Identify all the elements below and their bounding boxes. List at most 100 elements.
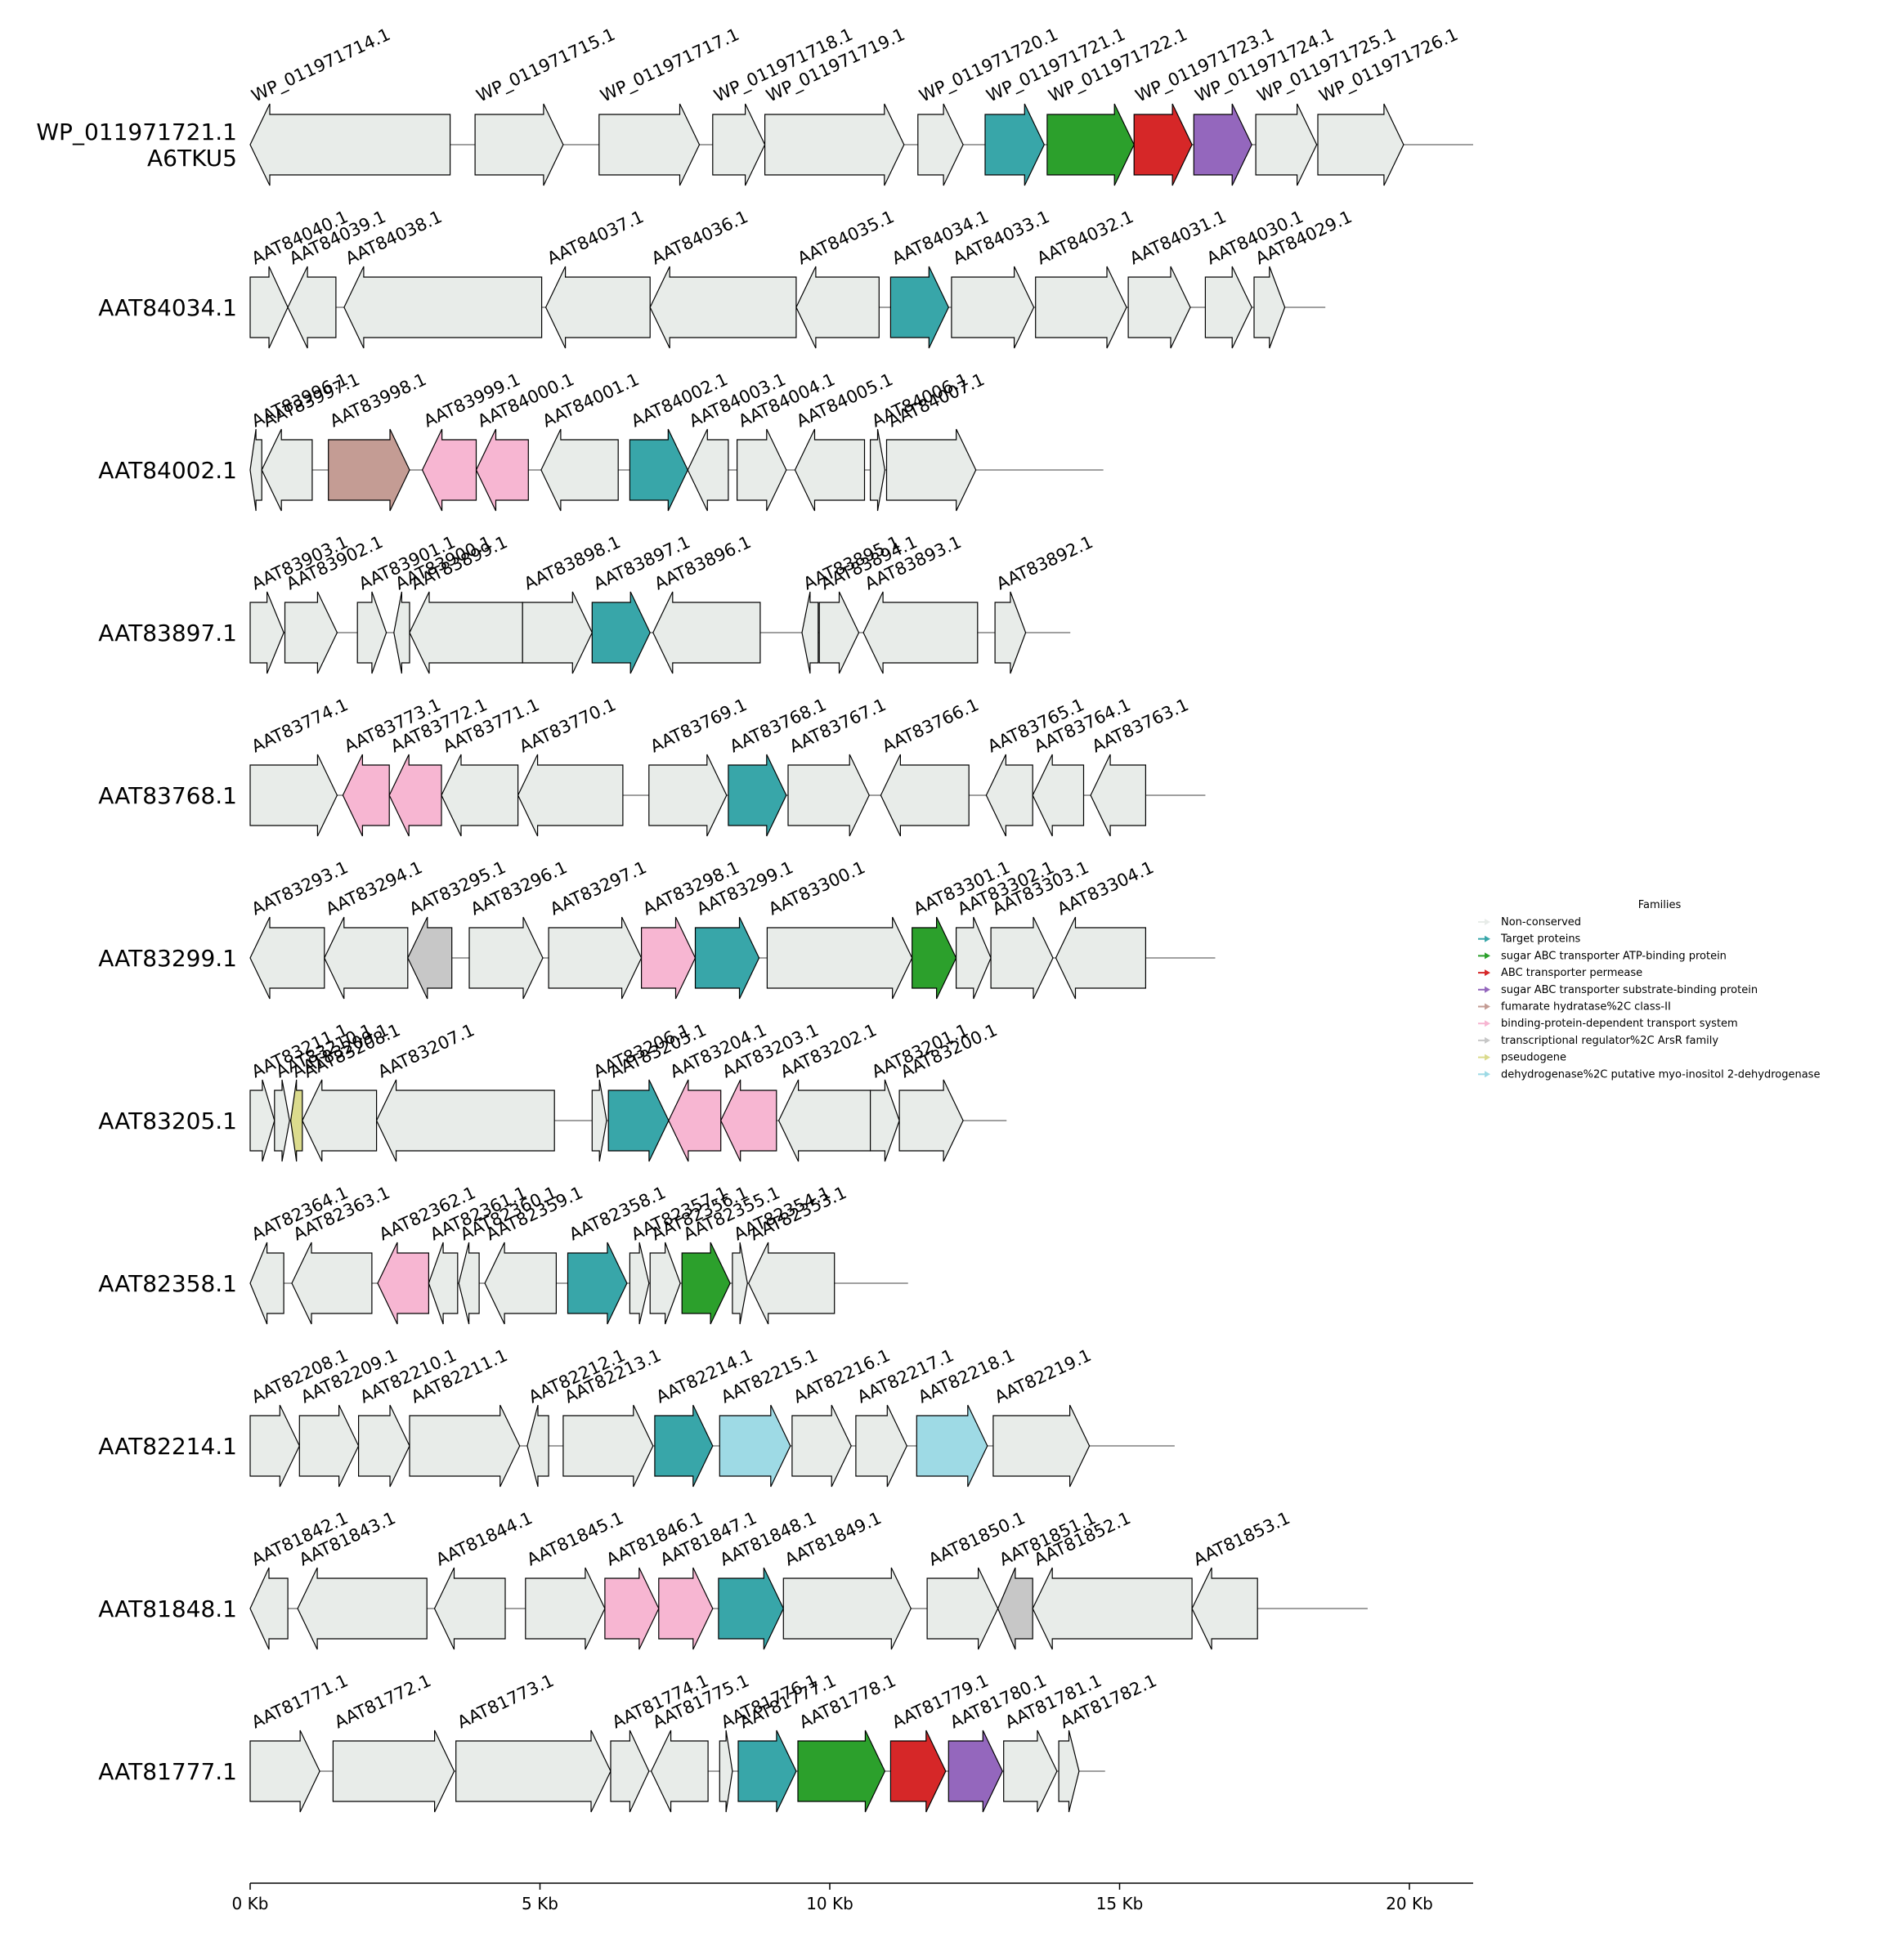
gene-arrow-aat83767-1 [787, 754, 870, 837]
legend-swatch-arrow [1485, 1020, 1490, 1027]
gene-arrow-aat84032-1 [1035, 266, 1127, 349]
track-label: AAT82214.1 [98, 1433, 237, 1460]
gene-arrow-aat82215-1 [719, 1404, 791, 1488]
gene-arrow-aat82212-1 [526, 1404, 549, 1488]
gene-arrow-aat83769-1 [648, 754, 728, 837]
gene-arrow-aat81849-1 [782, 1567, 912, 1650]
axis-tick-label: 15 Kb [1096, 1894, 1144, 1913]
gene-arrow-aat82363-1 [291, 1242, 373, 1325]
gene-arrow-aat83902-1 [284, 591, 338, 674]
gene-arrow-aat81848-1 [718, 1567, 784, 1650]
legend-item-abc-transporter-permease: ABC transporter permease [1478, 967, 1642, 979]
legend-item-sugar-abc-transporter-atp-binding-protein: sugar ABC transporter ATP-binding protei… [1478, 950, 1727, 962]
gene-arrow-aat81853-1 [1191, 1567, 1258, 1650]
gene-arrow-aat83295-1 [407, 916, 453, 1000]
gene-arrow-aat84000-1 [475, 428, 529, 512]
gene-arrow-aat83201-1 [869, 1079, 900, 1162]
gene-arrow-aat82362-1 [377, 1242, 430, 1325]
track-label: AAT83205.1 [98, 1108, 237, 1134]
legend-label: transcriptional regulator%2C ArsR family [1501, 1035, 1718, 1047]
gene-arrow-aat81842-1 [249, 1567, 289, 1650]
gene-label: AAT81844.1 [432, 1508, 535, 1570]
gene-arrow-aat84007-1 [885, 428, 977, 512]
gene-arrow-aat81777-1 [737, 1730, 797, 1813]
gene-arrow-aat81773-1 [455, 1730, 612, 1813]
gene-arrow-aat82210-1 [358, 1404, 410, 1488]
gene-label: WP_011971714.1 [249, 25, 394, 107]
gene-arrow-aat83894-1 [818, 591, 860, 674]
gene-arrow-aat83997-1 [261, 428, 313, 512]
gene-arrow-aat83296-1 [468, 916, 544, 1000]
legend-swatch-arrow [1485, 952, 1490, 960]
track-label: AAT82358.1 [98, 1270, 237, 1297]
gene-arrow-aat81847-1 [658, 1567, 714, 1650]
gene-arrow-aat83207-1 [375, 1079, 555, 1162]
track-label: AAT81848.1 [98, 1595, 237, 1622]
legend-label: Target proteins [1500, 933, 1581, 946]
gene-arrow-aat81771-1 [249, 1730, 320, 1813]
gene-arrow-aat83896-1 [652, 591, 761, 674]
gene-arrow-aat83774-1 [249, 754, 338, 837]
gene-arrow-aat81844-1 [433, 1567, 506, 1650]
gene-arrow-aat83209-1 [289, 1079, 303, 1162]
legend-label: fumarate hydratase%2C class-II [1501, 1001, 1671, 1014]
gene-arrow-aat83206-1 [591, 1079, 607, 1162]
gene-arrow-aat83772-1 [388, 754, 442, 837]
gene-arrow-aat83210-1 [274, 1079, 290, 1162]
gene-arrow-wp-011971717-1 [598, 103, 701, 186]
gene-arrow-aat82216-1 [791, 1404, 852, 1488]
legend-label: dehydrogenase%2C putative myo-inositol 2… [1501, 1068, 1820, 1081]
gene-arrow-aat82219-1 [992, 1404, 1091, 1488]
gene-arrow-aat83763-1 [1090, 754, 1147, 837]
gene-arrow-aat84005-1 [794, 428, 866, 512]
legend-item-sugar-abc-transporter-substrate-binding-protein: sugar ABC transporter substrate-binding … [1478, 984, 1758, 996]
gene-arrow-aat83892-1 [994, 591, 1027, 674]
legend-label: sugar ABC transporter ATP-binding protei… [1501, 950, 1727, 962]
gene-arrow-aat83294-1 [324, 916, 409, 1000]
gene-label: AAT84035.1 [795, 207, 898, 269]
gene-arrow-aat83773-1 [342, 754, 390, 837]
gene-arrow-aat84040-1 [249, 266, 289, 349]
gene-arrow-aat82217-1 [855, 1404, 907, 1488]
gene-arrow-aat83895-1 [801, 591, 819, 674]
axis-tick-label: 10 Kb [806, 1894, 853, 1913]
gene-arrow-aat81780-1 [948, 1730, 1003, 1813]
legend-label: sugar ABC transporter substrate-binding … [1501, 984, 1758, 996]
gene-arrow-wp-011971725-1 [1255, 103, 1318, 186]
gene-arrow-aat83298-1 [640, 916, 697, 1000]
gene-label: WP_011971715.1 [473, 25, 619, 107]
track-aat82214-1: AAT82214.1AAT82208.1AAT82209.1AAT82210.1… [98, 1345, 1175, 1488]
gene-arrow-wp-011971723-1 [1133, 103, 1193, 186]
gene-arrow-aat84029-1 [1253, 266, 1286, 349]
gene-arrow-aat83299-1 [694, 916, 760, 1000]
gene-label: AAT84037.1 [544, 207, 647, 269]
gene-arrow-aat83899-1 [409, 591, 523, 674]
legend-item-fumarate-hydratase-class-ii: fumarate hydratase%2C class-II [1478, 1001, 1671, 1014]
gene-arrow-wp-011971714-1 [249, 103, 451, 186]
legend-swatch-arrow [1485, 969, 1490, 977]
gene-arrow-aat81782-1 [1058, 1730, 1080, 1813]
gene-arrow-aat81852-1 [1032, 1567, 1193, 1650]
gene-arrow-aat83766-1 [880, 754, 970, 837]
track-label: A6TKU5 [147, 145, 237, 172]
gene-arrow-aat83208-1 [302, 1079, 378, 1162]
gene-arrow-aat82359-1 [484, 1242, 558, 1325]
gene-arrow-aat83211-1 [249, 1079, 276, 1162]
gene-label: AAT84036.1 [648, 207, 751, 269]
gene-arrow-aat83205-1 [607, 1079, 670, 1162]
gene-arrow-aat81850-1 [926, 1567, 999, 1650]
track-aat84034-1: AAT84034.1AAT84040.1AAT84039.1AAT84038.1… [98, 207, 1355, 349]
gene-arrow-aat83304-1 [1055, 916, 1147, 1000]
gene-arrow-aat84006-1 [869, 428, 886, 512]
gene-arrow-aat81778-1 [797, 1730, 886, 1813]
gene-label: AAT83892.1 [993, 532, 1096, 594]
gene-arrow-aat84004-1 [736, 428, 787, 512]
legend-item-transcriptional-regulator-arsr-family: transcriptional regulator%2C ArsR family [1478, 1035, 1718, 1047]
legend-swatch-arrow [1485, 986, 1490, 993]
track-label: AAT83299.1 [98, 945, 237, 972]
legend-swatch-arrow [1485, 935, 1490, 942]
gene-arrow-aat82354-1 [732, 1242, 748, 1325]
gene-arrow-aat84033-1 [951, 266, 1035, 349]
